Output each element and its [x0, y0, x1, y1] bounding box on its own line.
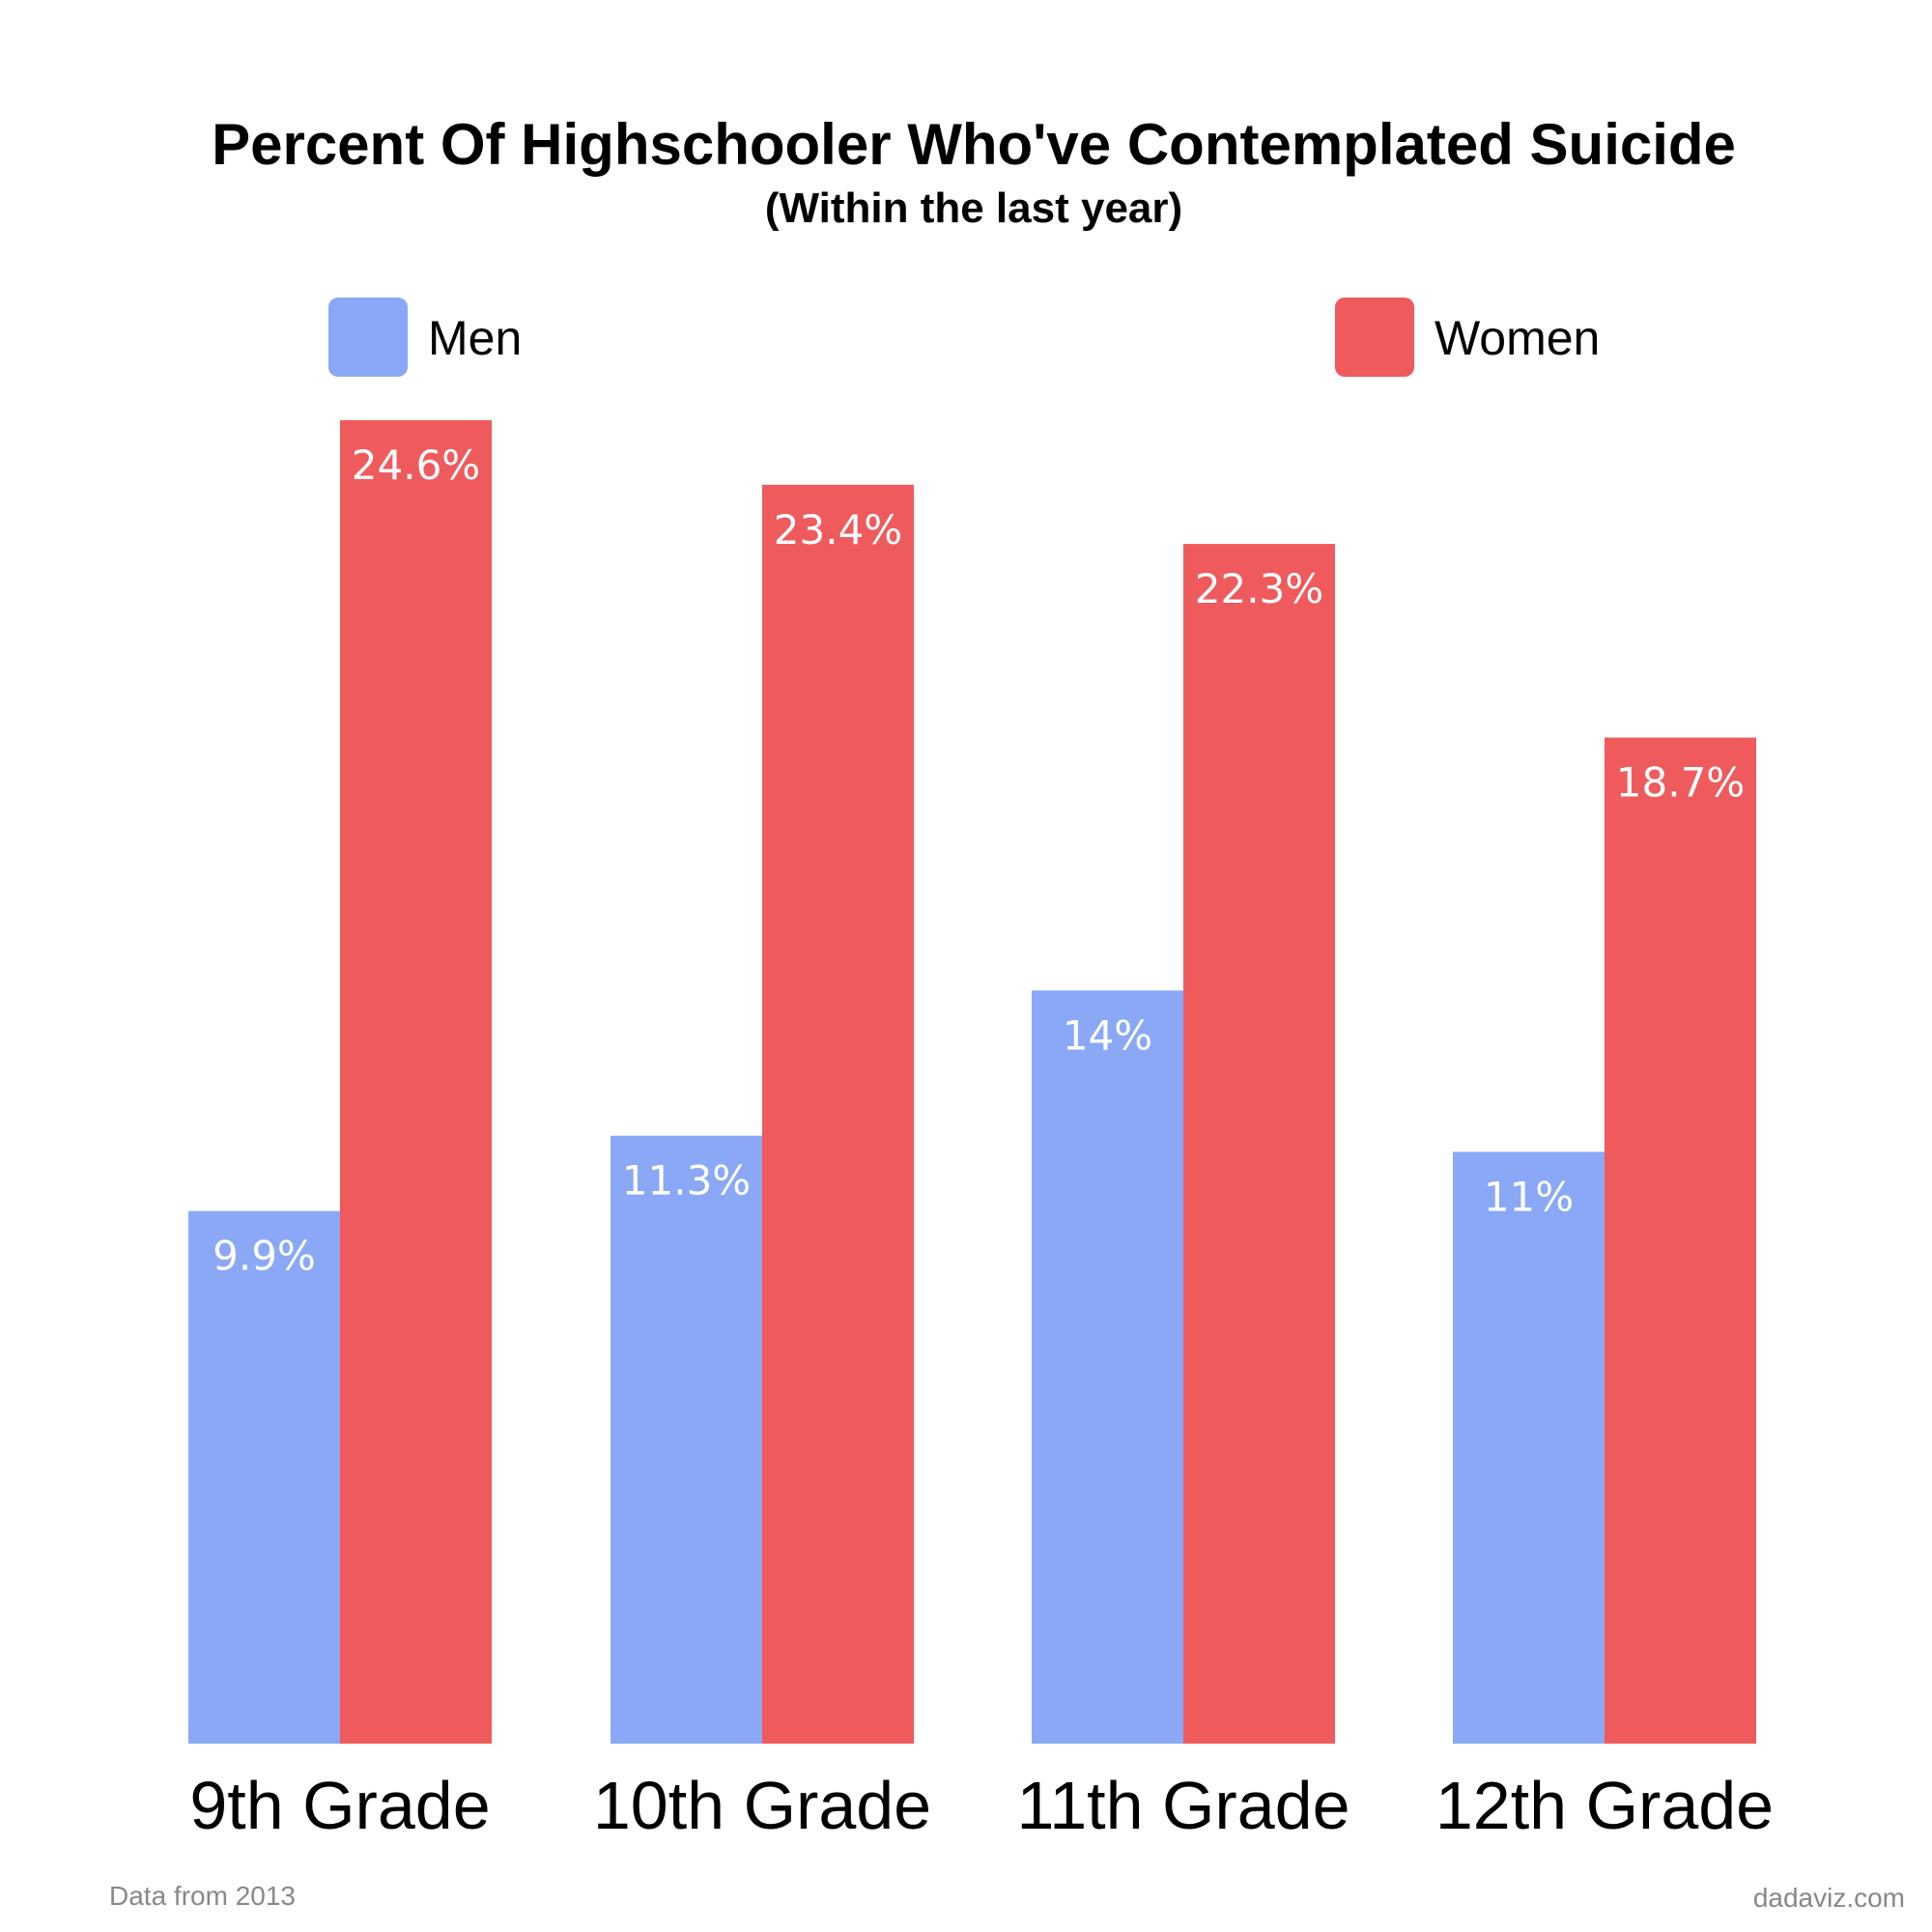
category-label-12th-grade: 12th Grade	[1435, 1768, 1774, 1843]
credit-text: dadaviz.com	[1753, 1883, 1905, 1913]
legend-label-women: Women	[1435, 311, 1600, 365]
category-label-11th-grade: 11th Grade	[1016, 1768, 1350, 1843]
category-label-9th-grade: 9th Grade	[189, 1768, 490, 1843]
bar-women-10th-grade	[762, 484, 914, 1745]
value-label-women-11th-grade: 22.3%	[1195, 565, 1323, 612]
chart-title: Percent Of Highschooler Who've Contempla…	[212, 112, 1736, 177]
chart-subtitle: (Within the last year)	[765, 185, 1182, 232]
value-label-women-10th-grade: 23.4%	[774, 506, 902, 554]
bar-men-11th-grade	[1032, 990, 1183, 1744]
legend-label-men: Men	[428, 311, 522, 365]
bar-men-9th-grade	[188, 1210, 340, 1744]
value-labels: 9.9% 24.6% 11.3% 23.4% 14% 22.3% 11% 18.7%	[213, 441, 1745, 1280]
value-label-men-9th-grade: 9.9%	[213, 1233, 316, 1280]
bar-women-12th-grade	[1605, 737, 1756, 1745]
value-label-women-9th-grade: 24.6%	[352, 441, 480, 489]
legend-swatch-men	[328, 298, 408, 377]
value-label-men-12th-grade: 11%	[1484, 1173, 1574, 1220]
bar-women-11th-grade	[1183, 544, 1335, 1745]
legend-swatch-women	[1335, 298, 1414, 377]
bar-women-9th-grade	[340, 420, 492, 1744]
data-source-note: Data from 2013	[109, 1881, 296, 1911]
category-labels: 9th Grade 10th Grade 11th Grade 12th Grade	[189, 1768, 1774, 1843]
value-label-men-10th-grade: 11.3%	[622, 1157, 751, 1205]
value-label-women-12th-grade: 18.7%	[1616, 759, 1745, 807]
value-label-men-11th-grade: 14%	[1063, 1011, 1152, 1059]
category-label-10th-grade: 10th Grade	[593, 1768, 931, 1843]
legend: Men Women	[328, 298, 1600, 377]
bar-men-12th-grade	[1453, 1151, 1605, 1744]
bars	[188, 420, 1756, 1745]
bar-men-10th-grade	[611, 1135, 762, 1744]
